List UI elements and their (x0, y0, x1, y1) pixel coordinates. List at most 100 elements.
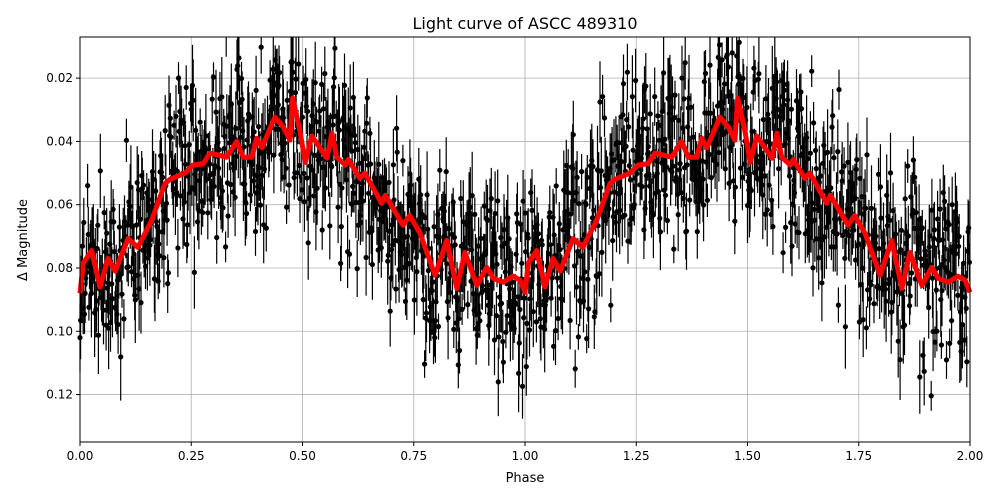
data-point (521, 295, 528, 301)
data-point (636, 138, 642, 144)
data-point (188, 106, 194, 112)
data-point (331, 84, 337, 90)
data-point (707, 62, 713, 68)
data-point (640, 125, 646, 131)
data-point (687, 197, 693, 203)
data-point (366, 190, 372, 196)
data-point (567, 317, 573, 324)
data-point (732, 218, 738, 224)
data-point (843, 228, 849, 235)
data-point (773, 95, 779, 102)
data-point (781, 87, 788, 93)
data-point (812, 217, 818, 223)
data-point (844, 206, 850, 212)
data-point (156, 241, 162, 247)
data-point (395, 238, 402, 244)
data-point (886, 276, 892, 282)
data-point (166, 102, 172, 108)
data-point (205, 210, 211, 216)
data-point (106, 325, 112, 331)
data-point (655, 189, 662, 195)
data-point (213, 109, 219, 115)
data-point (282, 140, 288, 146)
data-point (927, 233, 933, 239)
data-point (94, 245, 100, 252)
data-point (357, 160, 363, 166)
data-point (877, 285, 883, 291)
data-point (149, 197, 155, 203)
data-point (160, 208, 166, 214)
data-point (445, 315, 451, 321)
data-point (405, 191, 411, 197)
data-point (657, 229, 664, 235)
data-point (941, 257, 947, 263)
data-point (659, 160, 665, 166)
data-point (134, 222, 140, 228)
data-point (804, 135, 810, 141)
data-point (125, 222, 131, 228)
data-point (476, 310, 482, 317)
data-point (583, 202, 589, 208)
data-point (830, 113, 836, 119)
x-tick-label: 0.75 (400, 449, 427, 463)
data-point (888, 309, 894, 315)
data-point (409, 203, 415, 209)
data-point (726, 180, 732, 186)
data-point (522, 210, 528, 216)
data-point (702, 110, 708, 116)
data-point (641, 227, 647, 233)
data-point (309, 113, 315, 119)
data-point (853, 257, 859, 263)
data-point (322, 185, 328, 191)
data-point (84, 269, 90, 275)
data-point (703, 159, 709, 165)
data-point (99, 295, 105, 301)
data-point (386, 179, 392, 186)
data-point (476, 243, 482, 249)
data-point (121, 316, 127, 322)
data-point (627, 221, 633, 227)
data-point (792, 221, 798, 227)
data-point (847, 169, 854, 176)
data-point (515, 294, 521, 300)
data-point (739, 174, 746, 181)
data-point (451, 326, 457, 332)
data-point (485, 302, 491, 308)
data-point (170, 185, 176, 192)
data-point (501, 227, 507, 233)
data-point (652, 94, 658, 100)
data-point (539, 242, 545, 248)
data-point (312, 80, 318, 86)
data-point (696, 171, 702, 177)
data-point (109, 296, 115, 302)
data-point (966, 259, 973, 265)
data-point (452, 242, 458, 248)
data-point (920, 352, 926, 358)
data-point (756, 71, 762, 77)
data-point (679, 75, 685, 81)
data-point (296, 61, 302, 67)
data-point (492, 210, 498, 217)
data-point (964, 248, 971, 254)
data-point (427, 304, 433, 310)
data-point (187, 189, 193, 195)
data-point (725, 64, 732, 70)
data-point (527, 296, 533, 302)
data-point (681, 96, 687, 102)
data-point (639, 183, 645, 190)
data-point (894, 289, 900, 295)
data-point (174, 168, 180, 174)
data-point (615, 191, 622, 197)
data-point (655, 113, 661, 119)
data-point (498, 300, 505, 306)
data-point (170, 170, 176, 176)
data-point (87, 262, 93, 268)
data-point (116, 275, 122, 281)
data-point (878, 215, 884, 221)
data-point (83, 275, 89, 281)
data-point (634, 171, 640, 177)
data-point (547, 210, 553, 216)
data-point (626, 163, 632, 169)
data-point (575, 334, 582, 340)
data-point (272, 57, 278, 63)
